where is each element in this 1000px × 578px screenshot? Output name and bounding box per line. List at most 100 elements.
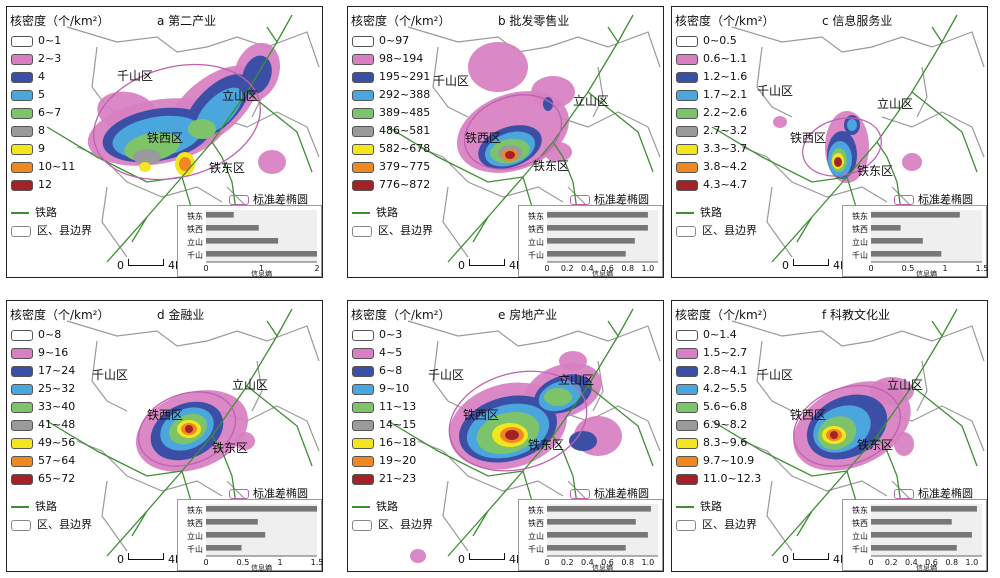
legend-label: 2.8~4.1 bbox=[703, 364, 748, 377]
district-label-tiexi: 铁西区 bbox=[790, 408, 827, 422]
legend-swatch bbox=[352, 419, 374, 431]
boundary-legend: 区、县边界 bbox=[352, 222, 433, 238]
railway-line bbox=[472, 216, 489, 243]
density-class-1 bbox=[559, 351, 587, 371]
legend-swatch bbox=[11, 347, 33, 359]
legend-item: 1.2~1.6 bbox=[676, 69, 747, 87]
legend-label: 49~56 bbox=[38, 436, 76, 449]
legend-item: 4.2~5.5 bbox=[676, 381, 761, 399]
district-label-qianshan: 千山区 bbox=[428, 368, 465, 382]
entropy-bar bbox=[871, 506, 977, 512]
density-class-2 bbox=[569, 431, 597, 451]
legend-swatch bbox=[352, 53, 374, 65]
density-class-8 bbox=[505, 151, 515, 159]
legend-item: 776~872 bbox=[352, 177, 430, 195]
legend-label: 776~872 bbox=[379, 178, 431, 191]
entropy-bar-chart: 铁东 铁西 立山 千山 0 0.5 1 1.5 信息熵 bbox=[177, 499, 322, 571]
railway-line bbox=[46, 420, 183, 477]
entropy-bar bbox=[547, 251, 626, 257]
entropy-bar bbox=[547, 238, 635, 244]
panel-title: c 信息服务业 bbox=[822, 14, 893, 28]
legend-swatch bbox=[352, 437, 374, 449]
legend-item: 17~24 bbox=[11, 363, 75, 381]
boundary-swatch bbox=[676, 519, 696, 531]
legend-item: 2~3 bbox=[11, 51, 75, 69]
entropy-category-label: 千山 bbox=[528, 544, 544, 554]
boundary-swatch bbox=[11, 519, 31, 531]
district-label-lishan: 立山区 bbox=[232, 378, 269, 392]
legend-label: 98~194 bbox=[379, 52, 424, 65]
scale-zero: 0 bbox=[117, 259, 124, 272]
legend-swatch bbox=[676, 107, 698, 119]
legend-swatch bbox=[11, 161, 33, 173]
legend-swatch bbox=[676, 383, 698, 395]
railway-line bbox=[931, 320, 943, 337]
entropy-bar bbox=[871, 519, 952, 525]
legend-item: 4~5 bbox=[352, 345, 416, 363]
legend-swatch bbox=[676, 347, 698, 359]
density-class-6 bbox=[139, 162, 151, 172]
railway-line bbox=[552, 435, 579, 512]
legend-item: 195~291 bbox=[352, 69, 430, 87]
railway-line bbox=[587, 91, 654, 173]
entropy-category-label: 铁东 bbox=[852, 211, 868, 221]
entropy-tick-label: 0.2 bbox=[561, 264, 574, 273]
entropy-category-label: 铁东 bbox=[528, 211, 544, 221]
legend-label: 5 bbox=[38, 88, 45, 101]
district-label-tiedong: 铁东区 bbox=[533, 159, 570, 173]
legend-swatch bbox=[676, 143, 698, 155]
entropy-bar bbox=[871, 225, 901, 231]
railway-legend-label: 铁路 bbox=[700, 206, 722, 219]
density-class-8 bbox=[830, 431, 838, 439]
legend-swatch bbox=[11, 143, 33, 155]
density-class-1 bbox=[235, 432, 255, 450]
legend-item: 9~10 bbox=[352, 381, 416, 399]
legend-title: 核密度（个/km²） bbox=[10, 308, 110, 322]
legend-swatch bbox=[676, 401, 698, 413]
railway-line bbox=[552, 141, 579, 218]
legend-label: 1.2~1.6 bbox=[703, 70, 748, 83]
railway-legend: 铁路 bbox=[676, 498, 722, 514]
district-boundary bbox=[592, 66, 604, 118]
ellipse-legend-label: 标准差椭圆 bbox=[594, 193, 649, 206]
entropy-tick-label: 0.5 bbox=[237, 558, 250, 567]
legend-label: 12 bbox=[38, 178, 52, 191]
district-label-tiexi: 铁西区 bbox=[790, 131, 827, 145]
legend-item: 49~56 bbox=[11, 435, 75, 453]
boundary-legend: 区、县边界 bbox=[11, 516, 92, 532]
entropy-category-label: 千山 bbox=[852, 250, 868, 260]
ellipse-legend: 标准差椭圆 bbox=[229, 485, 308, 501]
railway-line bbox=[931, 26, 943, 43]
ellipse-legend: 标准差椭圆 bbox=[570, 485, 649, 501]
legend-item: 11.0~12.3 bbox=[676, 471, 761, 489]
railway-line bbox=[131, 216, 148, 243]
standard-deviational-ellipse bbox=[463, 94, 563, 170]
district-boundary bbox=[741, 440, 888, 497]
boundary-legend-label: 区、县边界 bbox=[37, 518, 92, 531]
boundary-legend: 区、县边界 bbox=[676, 516, 757, 532]
scale-line bbox=[793, 553, 829, 560]
entropy-bar-chart: 铁东 铁西 立山 千山 0 0.5 1 1.5 信息熵 bbox=[842, 205, 987, 277]
entropy-category-label: 铁西 bbox=[187, 224, 203, 234]
legend: 0~3 4~5 6~8 9~10 11~13 14~15 16~18 19~20 21~23 bbox=[352, 327, 416, 489]
legend-swatch bbox=[11, 419, 33, 431]
railway-line bbox=[876, 435, 903, 512]
legend-item: 292~388 bbox=[352, 87, 430, 105]
density-class-7 bbox=[179, 157, 191, 171]
scale-zero: 0 bbox=[782, 553, 789, 566]
entropy-tick-label: 0.2 bbox=[885, 558, 898, 567]
railway-legend: 铁路 bbox=[352, 498, 398, 514]
railway-swatch bbox=[352, 506, 370, 508]
density-class-4 bbox=[188, 119, 216, 139]
legend-item: 11~13 bbox=[352, 399, 416, 417]
legend-swatch bbox=[352, 401, 374, 413]
boundary-swatch bbox=[11, 225, 31, 237]
district-label-tiedong: 铁东区 bbox=[857, 164, 894, 178]
district-label-tiedong: 铁东区 bbox=[857, 438, 894, 452]
legend-item: 0~3 bbox=[352, 327, 416, 345]
legend: 0~97 98~194 195~291 292~388 389~485 486~581 58… bbox=[352, 33, 430, 195]
legend-label: 9~10 bbox=[379, 382, 410, 395]
railway-legend-label: 铁路 bbox=[376, 500, 398, 513]
legend: 0~8 9~16 17~24 25~32 33~40 41~48 49~56 57~64 65~… bbox=[11, 327, 75, 489]
